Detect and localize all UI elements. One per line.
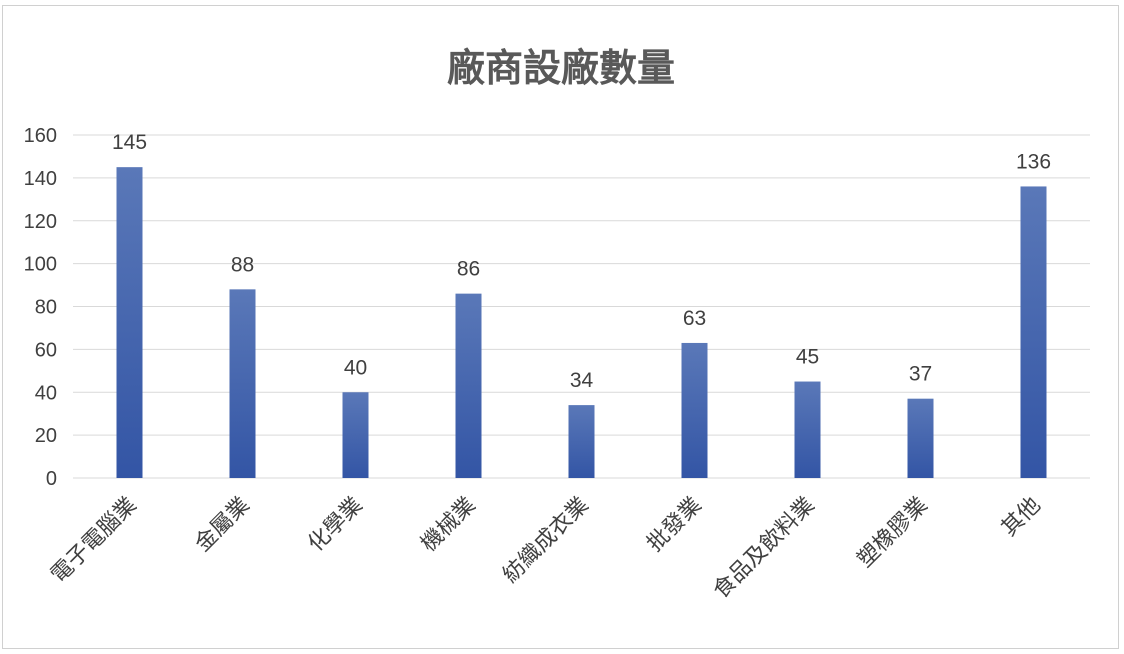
y-axis-ticks: 0 20 40 60 80 100 120 140 160	[24, 125, 57, 490]
x-tick-label: 其他	[997, 493, 1046, 542]
y-tick-label: 60	[35, 339, 57, 361]
data-label: 136	[1016, 150, 1051, 173]
bar-6	[681, 342, 708, 478]
y-tick-label: 40	[35, 382, 57, 404]
x-tick-label: 機械業	[416, 493, 480, 557]
y-tick-label: 100	[24, 254, 57, 276]
bar-4	[455, 293, 482, 478]
chart-frame	[2, 5, 1119, 649]
bar-2	[229, 289, 256, 478]
y-tick-label: 160	[24, 125, 57, 147]
bar-8	[907, 398, 934, 478]
y-tick-label: 120	[24, 211, 57, 233]
data-label: 45	[796, 346, 819, 369]
x-tick-label: 金屬業	[190, 493, 254, 557]
y-tick-label: 140	[24, 168, 57, 190]
x-axis-ticks: 電子電腦業 金屬業 化學業 機械業 紡織成衣業 批發業 食品及飲料業 塑橡膠業 其他	[46, 493, 1045, 604]
x-tick-label: 電子電腦業	[46, 493, 141, 588]
data-label: 63	[683, 307, 706, 330]
y-tick-label: 0	[46, 468, 57, 490]
chart-title: 廠商設廠數量	[447, 46, 675, 90]
y-tick-label: 20	[35, 425, 57, 447]
bars	[116, 167, 1047, 478]
data-label: 86	[457, 258, 480, 281]
bar-1	[116, 167, 143, 478]
bar-9	[1020, 186, 1047, 478]
data-label: 37	[909, 363, 932, 386]
y-tick-label: 80	[35, 297, 57, 319]
data-label: 88	[231, 253, 254, 276]
x-tick-label: 紡織成衣業	[498, 493, 593, 588]
data-labels: 145 88 40 86 34 63 45 37 136	[112, 131, 1051, 392]
bar-3	[342, 392, 369, 478]
data-label: 145	[112, 131, 147, 154]
data-label: 34	[570, 369, 594, 392]
x-tick-label: 化學業	[303, 493, 367, 557]
x-tick-label: 食品及飲料業	[709, 493, 820, 604]
bar-7	[794, 381, 821, 478]
x-tick-label: 批發業	[642, 493, 706, 557]
x-tick-label: 塑橡膠業	[853, 493, 933, 573]
bar-5	[568, 405, 595, 478]
data-label: 40	[344, 356, 367, 379]
